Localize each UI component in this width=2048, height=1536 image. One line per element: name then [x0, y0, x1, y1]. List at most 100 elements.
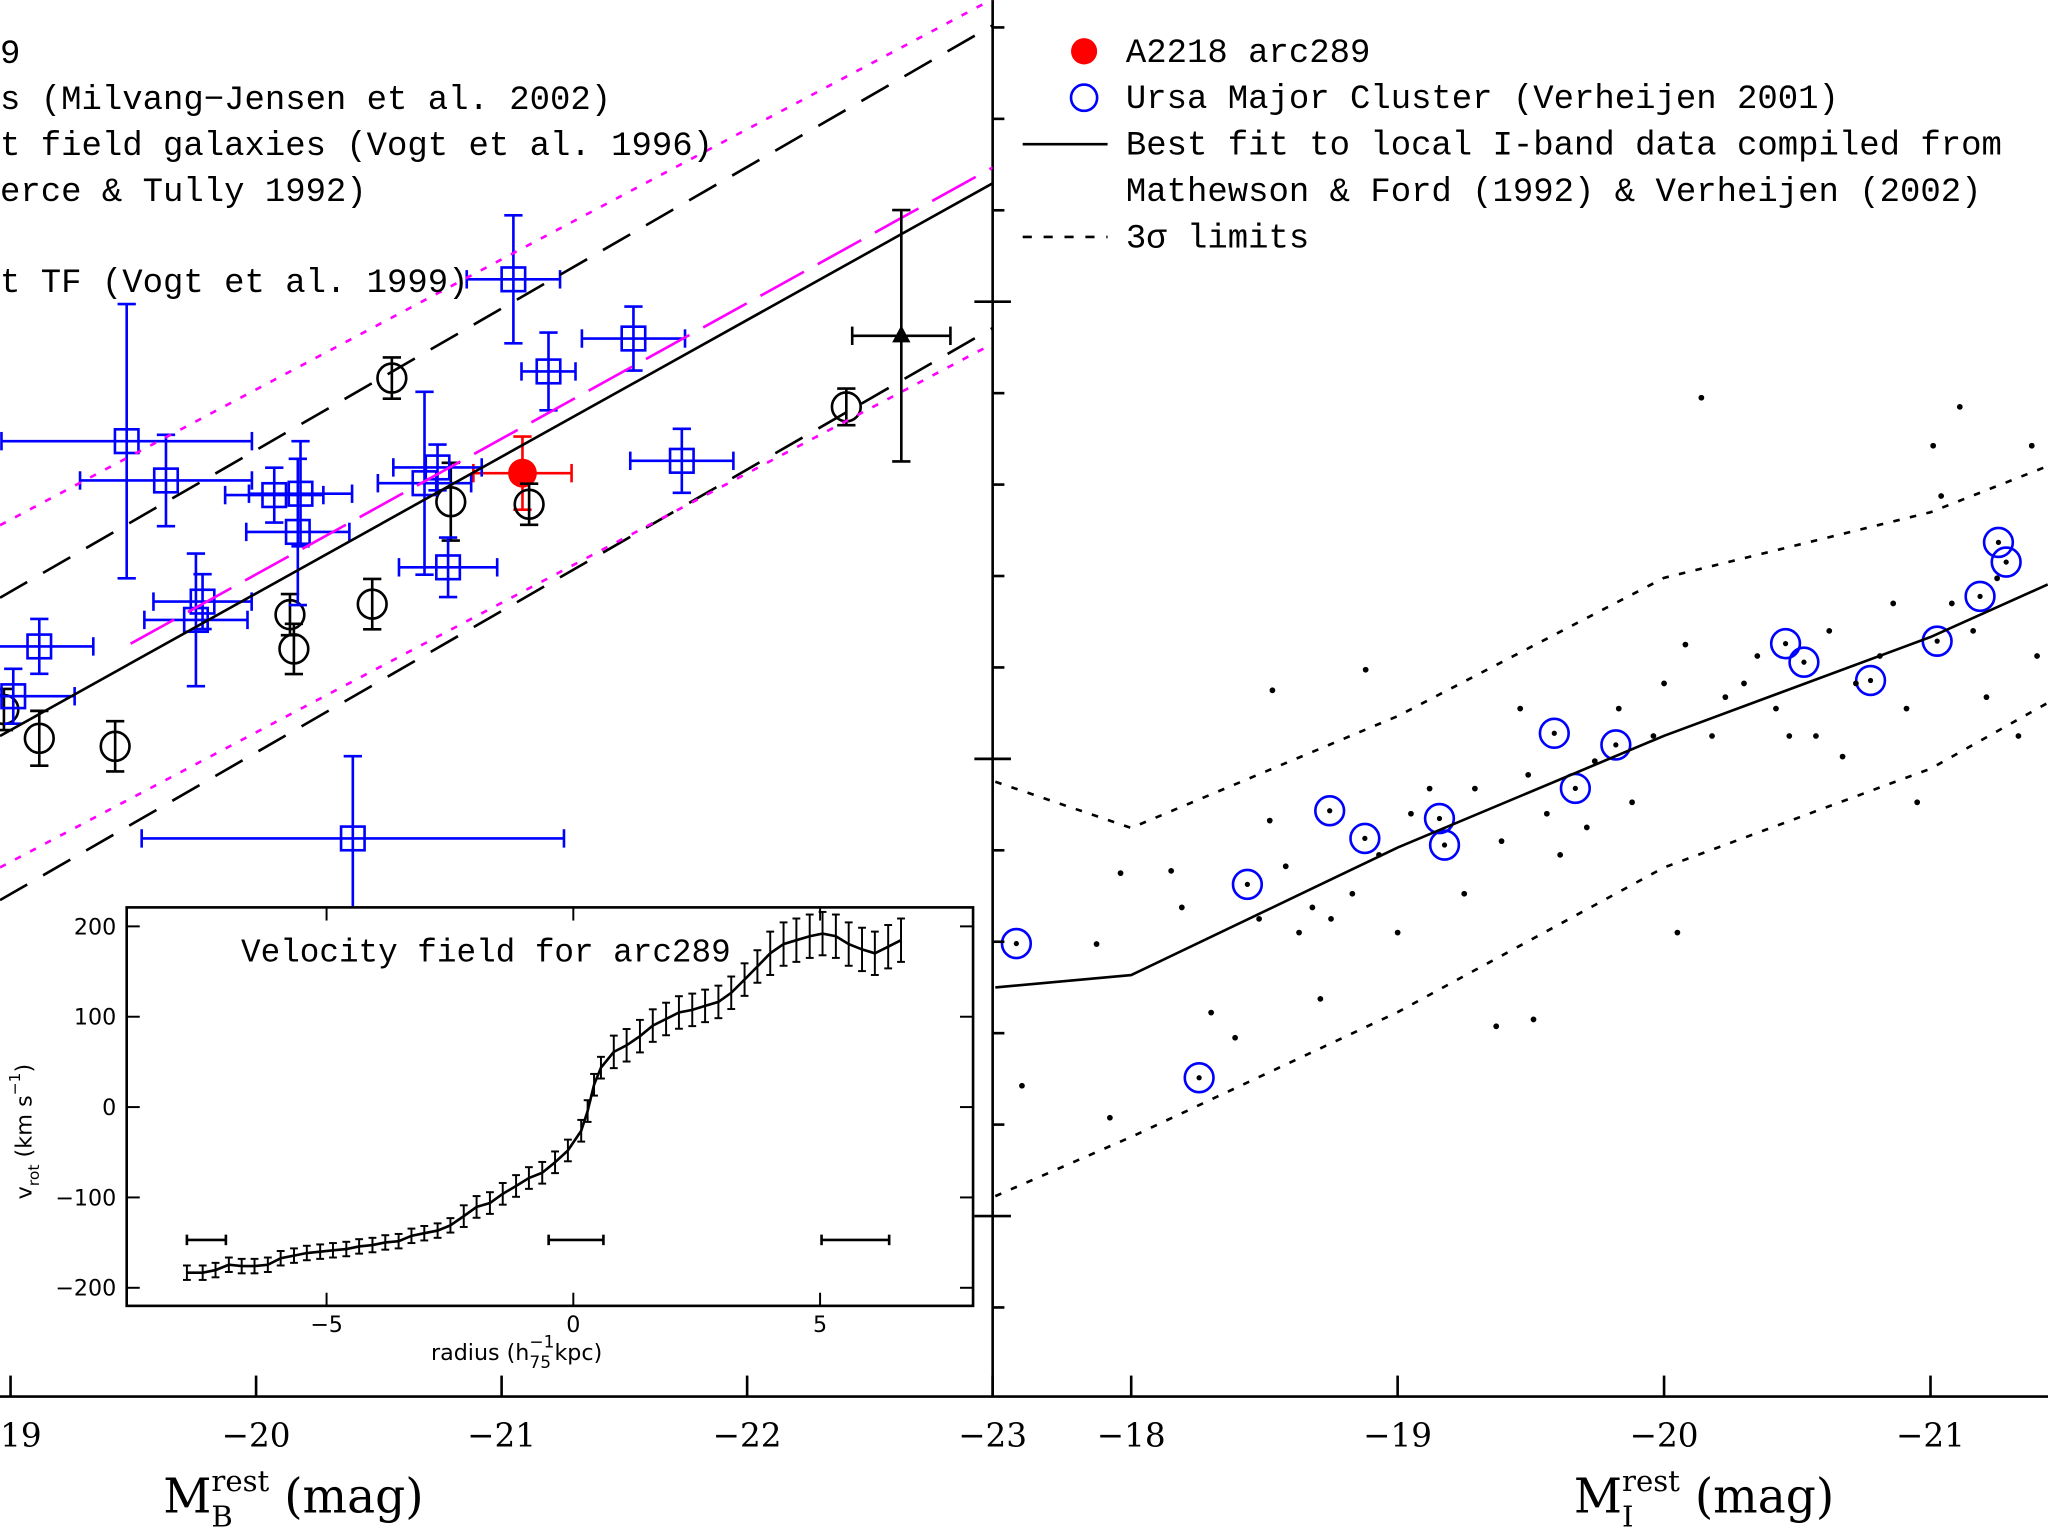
marker	[1107, 1114, 1113, 1121]
label-part: I	[1622, 1499, 1634, 1533]
x-tick-label: 19	[0, 1416, 42, 1454]
marker	[620, 325, 647, 352]
legend-label: erce & Tully 1992)	[0, 174, 367, 212]
x-tick-label: −21	[467, 1416, 536, 1454]
marker	[1349, 822, 1381, 855]
marker-center	[1362, 835, 1368, 842]
fit-line	[994, 701, 2048, 1198]
marker-center	[1613, 742, 1619, 748]
marker	[513, 488, 545, 521]
marker	[1183, 1061, 1215, 1094]
legend-label: t TF (Vogt et al. 1999)	[0, 265, 469, 303]
marker	[189, 588, 216, 615]
marker	[1956, 403, 1963, 410]
marker	[668, 447, 695, 474]
fit-line	[0, 24, 993, 599]
legend-label: s (Milvang−Jensen et al. 2002)	[0, 82, 611, 120]
marker	[1890, 600, 1897, 607]
marker	[1000, 927, 1033, 960]
marker-center	[1196, 1075, 1202, 1081]
marker	[1394, 929, 1401, 936]
label-part: (km s	[11, 1095, 37, 1164]
legend-label: Ursa Major Cluster (Verheijen 2001)	[1126, 81, 1839, 119]
marker	[1525, 771, 1532, 778]
marker	[1600, 729, 1632, 761]
legend-label: t field galaxies (Vogt et al. 1996)	[0, 128, 713, 166]
label-part: kpc)	[554, 1340, 602, 1366]
x-tick-label: −5	[310, 1312, 343, 1338]
marker	[1256, 915, 1262, 922]
marker	[1674, 929, 1681, 936]
marker	[1591, 758, 1598, 765]
x-tick-label: −19	[1363, 1416, 1432, 1454]
marker	[1948, 600, 1955, 607]
marker	[152, 467, 180, 494]
marker	[1178, 904, 1185, 911]
marker	[1472, 785, 1478, 792]
marker	[287, 480, 314, 507]
marker	[99, 730, 131, 763]
legend-label: 3σ limits	[1126, 220, 1309, 258]
marker-center	[1441, 842, 1448, 848]
label-part: (mag)	[269, 1469, 423, 1524]
marker	[1376, 851, 1382, 858]
legend-swatch	[1071, 38, 1098, 65]
y-tick-label: 200	[74, 914, 116, 940]
marker-center	[1995, 539, 2002, 546]
marker-center	[1867, 677, 1874, 684]
marker	[1754, 653, 1761, 659]
x-tick-label: 5	[813, 1312, 827, 1338]
axis-label: MBrest (mag)	[163, 1464, 423, 1534]
marker	[1231, 868, 1264, 901]
legend-swatch	[1069, 83, 1099, 113]
marker	[1362, 666, 1369, 673]
label-part: v	[11, 1186, 37, 1199]
marker	[1461, 890, 1468, 897]
marker	[1769, 627, 1802, 660]
marker	[1093, 941, 1100, 947]
fit-line	[129, 166, 993, 645]
marker	[1019, 1082, 1025, 1089]
legend-label: Best fit to local I-band data compiled f…	[1126, 128, 2002, 166]
marker	[535, 358, 562, 385]
marker	[1208, 1009, 1215, 1016]
marker	[1615, 705, 1622, 712]
marker	[26, 633, 53, 660]
marker	[1317, 995, 1324, 1002]
marker	[284, 518, 311, 546]
marker	[278, 633, 310, 665]
marker	[2028, 442, 2035, 449]
marker	[1813, 733, 1819, 739]
axis-label: vrot (km s−1)	[6, 1064, 43, 1200]
marker	[1538, 717, 1570, 750]
marker-center	[1436, 815, 1443, 822]
inset-title: Velocity field for arc289	[241, 934, 731, 971]
marker	[376, 362, 408, 394]
marker	[892, 325, 911, 343]
marker	[1426, 785, 1433, 792]
marker	[1349, 890, 1356, 897]
marker	[1428, 829, 1461, 861]
marker	[1168, 867, 1175, 874]
marker	[1557, 851, 1564, 858]
x-tick-label: 0	[566, 1312, 580, 1338]
x-tick-label: −22	[713, 1416, 782, 1454]
label-part: M	[163, 1469, 211, 1524]
marker	[1282, 863, 1289, 870]
marker	[2034, 653, 2040, 659]
marker	[1309, 904, 1316, 911]
marker	[1296, 929, 1302, 936]
marker	[508, 458, 537, 488]
marker-center	[1934, 638, 1940, 644]
fit-line	[0, 182, 993, 738]
label-part: −1	[6, 1072, 24, 1095]
marker	[1709, 733, 1715, 739]
marker	[23, 722, 55, 755]
marker	[1493, 1023, 1500, 1030]
fit-line	[0, 342, 993, 869]
label-part: rest	[1622, 1464, 1680, 1498]
marker	[1498, 838, 1505, 845]
marker	[1530, 1016, 1537, 1023]
legend-label: A2218 arc289	[1126, 35, 1370, 73]
